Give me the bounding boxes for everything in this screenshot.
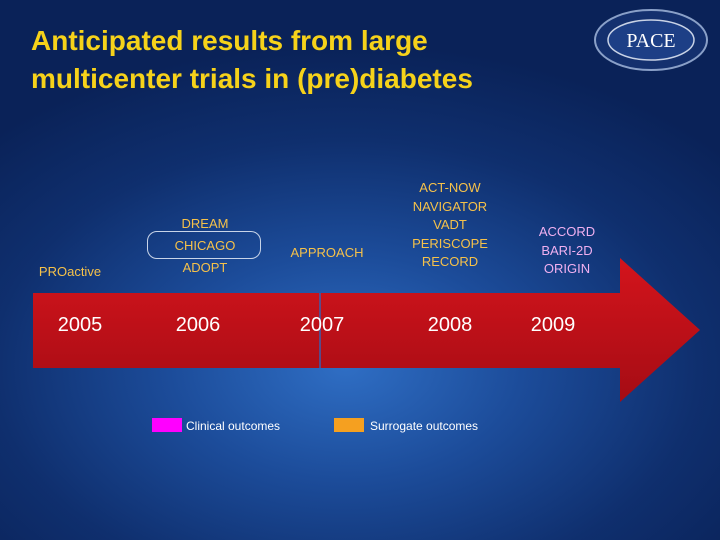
trial-approach: APPROACH: [290, 245, 364, 260]
trial-record: RECORD: [421, 254, 479, 269]
pace-logo: PACE: [594, 9, 708, 71]
year-2007: 2007: [299, 314, 345, 336]
trial-chicago: CHICAGO: [174, 238, 236, 253]
year-2008: 2008: [427, 314, 473, 336]
trial-proactive: PROactive: [38, 264, 102, 279]
slide-title: Anticipated results from large multicent…: [31, 22, 591, 98]
trial-act-now: ACT-NOW: [419, 180, 481, 195]
year-2005: 2005: [57, 314, 103, 336]
legend-clinical-label: Clinical outcomes: [186, 419, 281, 433]
trials-2009: ACCORD BARI-2D ORIGIN: [522, 223, 612, 279]
trial-navigator: NAVIGATOR: [412, 198, 488, 214]
trials-2008: ACT-NOW NAVIGATOR VADT PERISCOPE RECORD: [395, 179, 505, 272]
trials-2007: APPROACH: [275, 244, 379, 261]
trial-adopt: ADOPT: [182, 260, 228, 275]
legend-surrogate-label: Surrogate outcomes: [370, 419, 479, 433]
trials-2005: PROactive: [20, 263, 120, 280]
trial-periscope: PERISCOPE: [412, 235, 488, 251]
trial-accord: ACCORD: [538, 224, 596, 239]
trial-dream: DREAM: [181, 216, 229, 231]
title-line-1: Anticipated results from large: [31, 25, 428, 56]
year-2009: 2009: [530, 314, 576, 336]
title-line-2: multicenter trials in (pre)diabetes: [31, 63, 473, 94]
trial-bari-2d: BARI-2D: [541, 242, 593, 258]
legend-surrogate-swatch: [334, 418, 364, 432]
chicago-highlight: [147, 231, 261, 259]
trial-origin: ORIGIN: [543, 261, 591, 276]
year-2006: 2006: [175, 314, 221, 336]
trials-2006: DREAM CHICAGO ADOPT: [155, 213, 255, 279]
logo-text: PACE: [626, 30, 675, 52]
trial-vadt: VADT: [433, 217, 467, 232]
legend-clinical-swatch: [152, 418, 182, 432]
